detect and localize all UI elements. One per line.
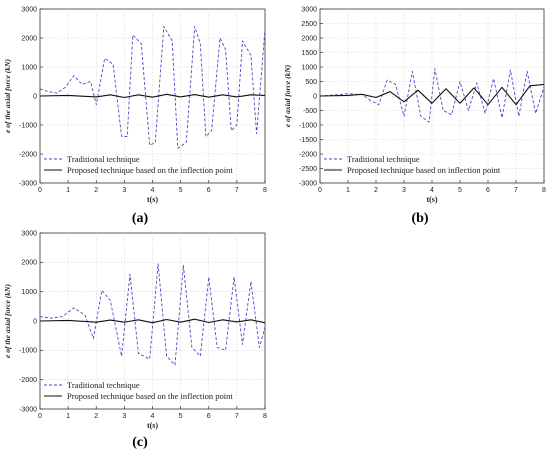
x-tick-label: 6 — [486, 187, 490, 194]
x-tick-label: 3 — [122, 413, 126, 420]
series-line-proposed — [319, 83, 545, 106]
x-tick-label: 2 — [374, 187, 378, 194]
x-tick-label: 6 — [207, 187, 211, 194]
y-tick-label: -2500 — [299, 166, 317, 173]
y-tick-label: -1000 — [19, 122, 37, 129]
x-axis-label: t(s) — [147, 195, 158, 204]
y-tick-label: -3000 — [19, 406, 37, 413]
y-tick-label: 2500 — [301, 21, 317, 28]
x-axis-label: t(s) — [426, 195, 437, 204]
legend-entry: Proposed technique based on the inflecti… — [67, 165, 233, 175]
panel-label: (b) — [411, 211, 428, 226]
y-tick-label: 3000 — [21, 6, 37, 13]
series-line-proposed — [39, 318, 266, 324]
series-line-traditional — [39, 263, 266, 366]
x-tick-label: 0 — [38, 187, 42, 194]
x-tick-label: 3 — [122, 187, 126, 194]
x-tick-label: 5 — [179, 413, 183, 420]
x-tick-label: 2 — [94, 187, 98, 194]
x-tick-label: 3 — [402, 187, 406, 194]
x-tick-label: 7 — [235, 187, 239, 194]
x-tick-label: 4 — [151, 187, 155, 194]
x-tick-label: 0 — [318, 187, 322, 194]
x-axis-label: t(s) — [147, 421, 158, 430]
y-tick-label: 2000 — [21, 35, 37, 42]
y-tick-label: -1000 — [19, 348, 37, 355]
y-tick-label: 2000 — [21, 260, 37, 267]
y-tick-label: -3000 — [19, 180, 37, 187]
x-tick-label: 6 — [207, 413, 211, 420]
series-line-traditional — [319, 68, 545, 123]
x-tick-label: 5 — [179, 187, 183, 194]
y-tick-label: -1500 — [299, 137, 317, 144]
y-tick-label: 1500 — [301, 50, 317, 57]
y-tick-label: -500 — [303, 108, 317, 115]
legend-entry: Proposed technique based on inflection p… — [347, 165, 501, 175]
panel-label: (a) — [132, 211, 149, 226]
x-tick-label: 4 — [151, 413, 155, 420]
x-tick-label: 2 — [94, 413, 98, 420]
y-tick-label: 1000 — [301, 64, 317, 71]
legend-entry: Proposed technique based on the inflecti… — [67, 391, 233, 401]
y-tick-label: 2000 — [301, 35, 317, 42]
legend-entry: Traditional technique — [67, 154, 140, 164]
x-tick-label: 8 — [263, 187, 267, 194]
x-tick-label: 5 — [458, 187, 462, 194]
x-tick-label: 1 — [66, 413, 70, 420]
y-tick-label: -3000 — [299, 180, 317, 187]
panel-label: (c) — [132, 435, 148, 450]
series-line-traditional — [39, 25, 266, 149]
y-tick-label: 3000 — [301, 6, 317, 13]
y-axis-label: e of the axial force (kN) — [3, 284, 12, 358]
y-tick-label: -1000 — [299, 122, 317, 129]
x-tick-label: 8 — [263, 413, 267, 420]
x-tick-label: 7 — [514, 187, 518, 194]
y-tick-label: 1000 — [21, 64, 37, 71]
y-tick-label: 500 — [305, 79, 317, 86]
y-tick-label: 0 — [33, 93, 37, 100]
y-tick-label: 3000 — [21, 230, 37, 237]
x-tick-label: 0 — [38, 413, 42, 420]
x-tick-label: 7 — [235, 413, 239, 420]
y-tick-label: 1000 — [21, 289, 37, 296]
legend-entry: Traditional technique — [347, 154, 420, 164]
y-tick-label: -2000 — [19, 151, 37, 158]
legend-entry: Traditional technique — [67, 380, 140, 390]
y-axis-label: e of the axial force (kN) — [3, 59, 12, 133]
x-tick-label: 8 — [542, 187, 546, 194]
x-tick-label: 4 — [430, 187, 434, 194]
x-tick-label: 1 — [66, 187, 70, 194]
x-tick-label: 1 — [346, 187, 350, 194]
y-tick-label: 0 — [313, 93, 317, 100]
series-line-proposed — [39, 93, 266, 99]
y-tick-label: -2000 — [19, 377, 37, 384]
y-tick-label: 0 — [33, 318, 37, 325]
y-tick-label: -2000 — [299, 151, 317, 158]
y-axis-label: e of axial force (kN) — [283, 64, 292, 127]
